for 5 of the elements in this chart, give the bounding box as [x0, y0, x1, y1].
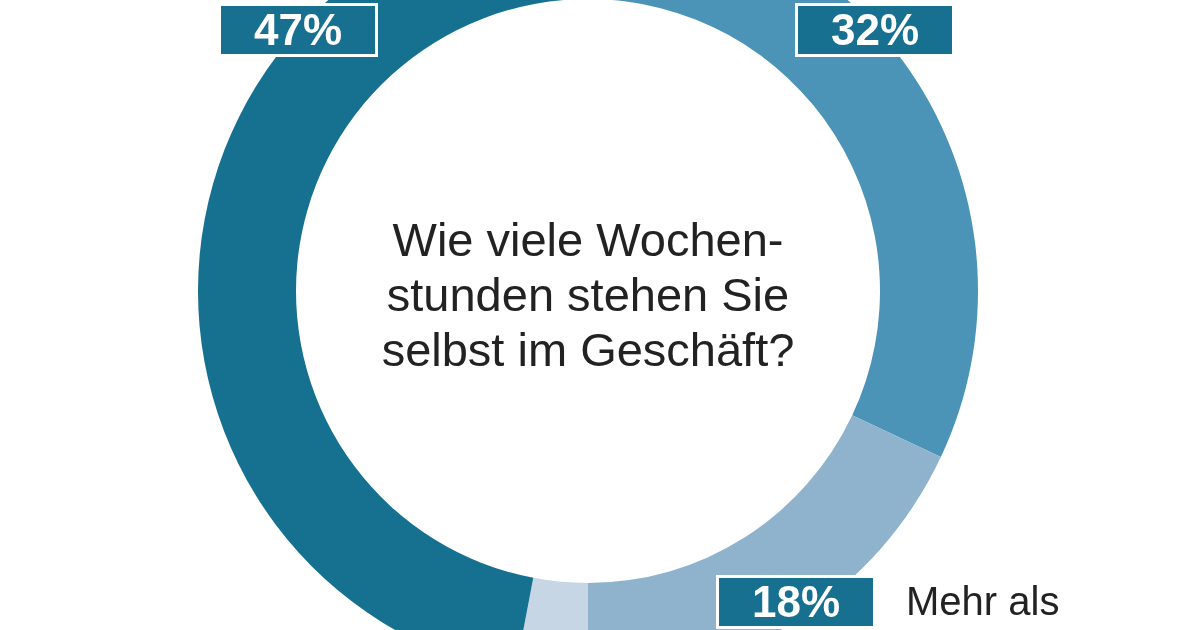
data-label: 18%: [751, 577, 841, 626]
text: Wie viele Wochen- stunden stehen Sie selbst im Geschäft?: [381, 213, 795, 376]
slice-label: Mehr als: [906, 579, 1060, 623]
data-label: 47%: [253, 5, 343, 54]
data-label: 32%: [830, 5, 920, 54]
